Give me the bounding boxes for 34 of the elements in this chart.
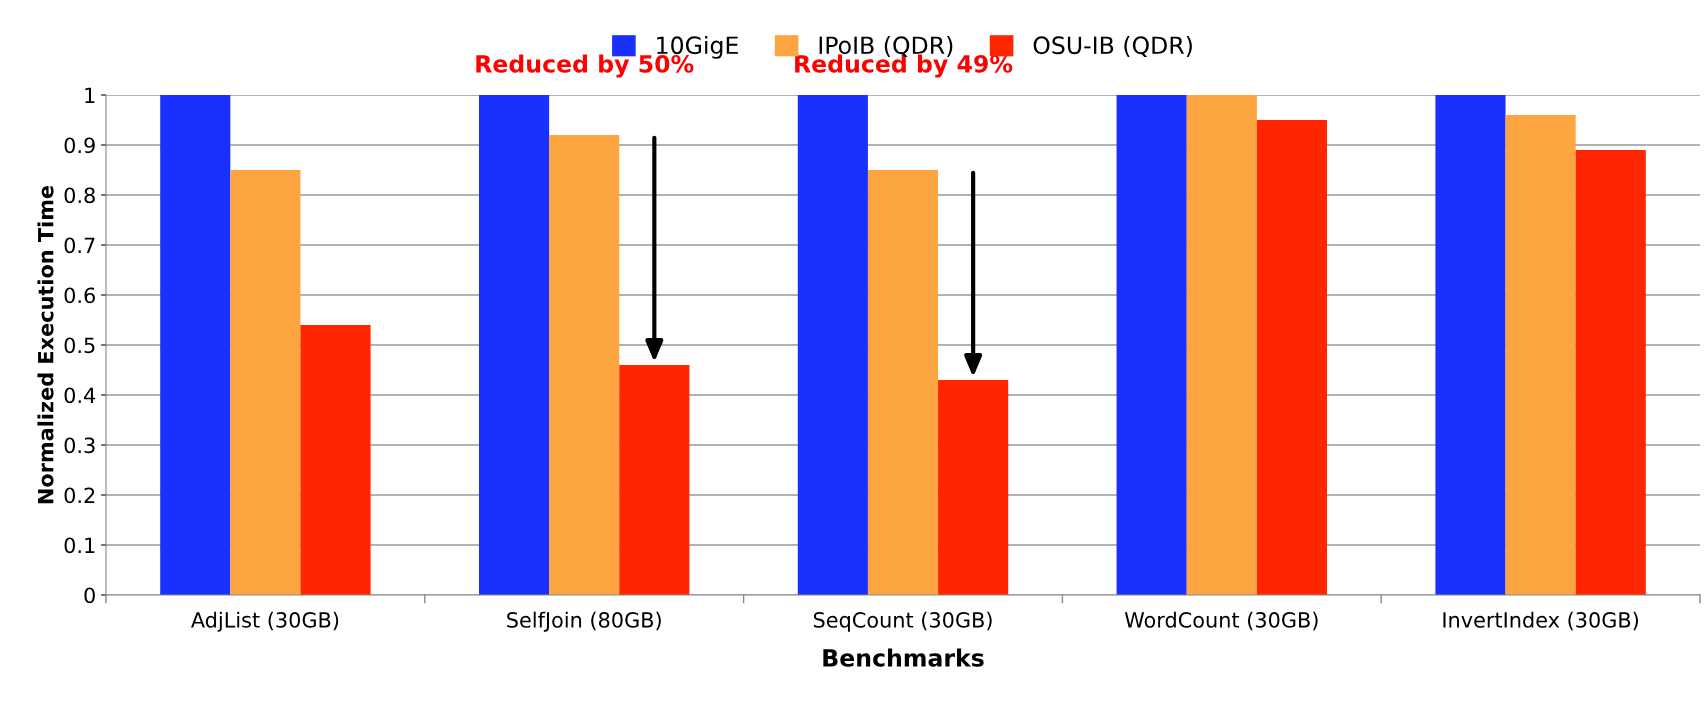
y-tick-label: 0.4 xyxy=(64,387,96,404)
bar xyxy=(1256,120,1327,595)
bar xyxy=(300,325,371,595)
y-tick-label: 1 xyxy=(85,87,95,103)
bar xyxy=(938,380,1009,595)
bar xyxy=(549,135,620,595)
bar xyxy=(479,95,550,595)
x-tick-label: WordCount (30GB) xyxy=(1124,611,1318,631)
legend-label: OSU-IB (QDR) xyxy=(1033,35,1192,57)
bar xyxy=(1575,150,1646,595)
y-tick-label: 0.2 xyxy=(64,487,95,504)
y-tick-label: 0.8 xyxy=(64,187,95,204)
y-axis-title: Normalized Execution Time xyxy=(37,185,54,504)
y-tick-label: 0.7 xyxy=(64,237,95,254)
y-tick-label: 0.9 xyxy=(64,137,95,154)
x-axis-title: Benchmarks xyxy=(823,648,984,667)
x-tick-label: InvertIndex (30GB) xyxy=(1443,611,1639,631)
bar xyxy=(1435,95,1506,595)
bar xyxy=(230,170,301,595)
x-tick-label: AdjList (30GB) xyxy=(190,611,339,632)
bar xyxy=(619,365,690,595)
bar xyxy=(797,95,868,595)
x-tick-label: SeqCount (30GB) xyxy=(813,611,992,632)
bar xyxy=(1505,115,1576,595)
y-tick-label: 0 xyxy=(84,587,95,604)
bar xyxy=(867,170,939,595)
y-tick-label: 0.1 xyxy=(64,537,95,554)
bar xyxy=(1186,95,1257,595)
y-tick-label: 0.6 xyxy=(64,287,95,304)
x-tick-label: SelfJoin (80GB) xyxy=(507,611,661,632)
bar xyxy=(160,95,231,595)
bar xyxy=(1116,95,1187,595)
y-tick-label: 0.5 xyxy=(64,337,95,354)
y-tick-label: 0.3 xyxy=(64,437,95,454)
